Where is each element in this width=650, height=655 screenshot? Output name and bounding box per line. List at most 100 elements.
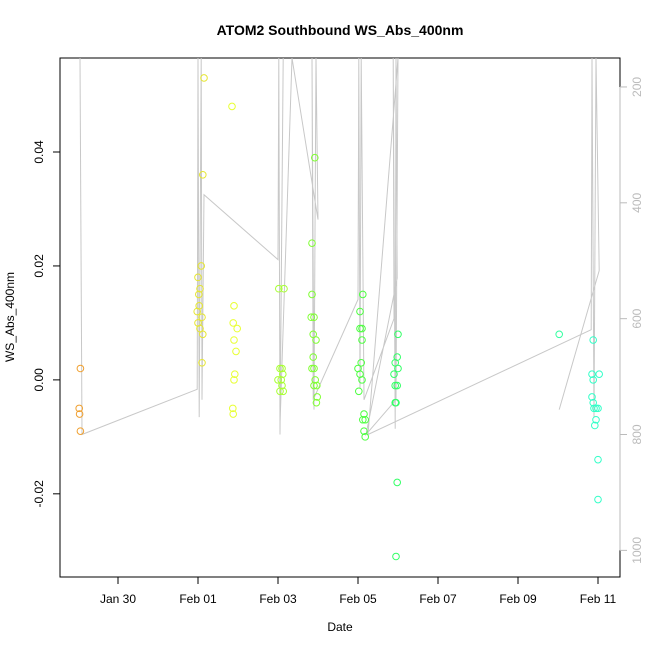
data-point	[199, 170, 207, 179]
x-tick-label: Jan 30	[100, 592, 136, 606]
data-point	[228, 102, 236, 111]
data-point	[594, 495, 602, 504]
y2-tick-label: 600	[630, 308, 644, 328]
data-point	[309, 353, 318, 361]
data-point	[392, 552, 400, 561]
data-point	[361, 433, 370, 441]
data-point	[358, 336, 366, 344]
data-point	[308, 290, 316, 299]
data-point	[229, 404, 237, 413]
data-point	[196, 284, 204, 293]
data-point	[588, 370, 596, 378]
data-point	[595, 370, 604, 378]
plot-area	[75, 58, 604, 561]
data-point	[356, 324, 364, 333]
data-point	[390, 370, 398, 378]
data-point	[361, 415, 370, 424]
data-point	[310, 313, 318, 322]
data-point	[312, 336, 320, 344]
data-point	[391, 381, 400, 390]
data-point	[279, 387, 288, 396]
data-point	[276, 387, 284, 396]
data-point	[313, 393, 322, 401]
data-point	[355, 387, 363, 396]
x-tick-label: Feb 11	[580, 592, 617, 606]
data-point	[394, 330, 402, 339]
data-point	[275, 284, 283, 293]
data-point	[358, 376, 366, 384]
data-point	[357, 358, 366, 367]
data-point	[230, 336, 238, 344]
data-point	[588, 393, 596, 401]
chart-title: ATOM2 Southbound WS_Abs_400nm	[217, 22, 464, 38]
data-point	[76, 364, 85, 373]
data-point	[229, 319, 237, 327]
data-point	[279, 370, 287, 378]
data-point	[359, 290, 367, 299]
data-point	[358, 324, 366, 333]
y-tick-label: 0.02	[32, 254, 46, 278]
data-point	[277, 376, 286, 384]
y2-tick-label: 1000	[630, 537, 644, 564]
data-point	[280, 284, 288, 293]
data-point	[392, 398, 400, 407]
y-axis-label: WS_Abs_400nm	[3, 272, 17, 362]
x-tick-label: Feb 07	[419, 592, 457, 606]
data-point	[274, 376, 282, 384]
data-point	[310, 381, 318, 390]
data-point	[312, 398, 321, 407]
data-point	[230, 302, 238, 310]
x-tick-label: Feb 01	[179, 592, 217, 606]
data-point	[313, 381, 321, 390]
data-point	[359, 415, 367, 424]
y-tick-label: 0.04	[32, 140, 46, 164]
data-point	[594, 404, 602, 413]
data-point	[76, 427, 85, 435]
data-point	[195, 290, 203, 299]
data-point	[311, 376, 320, 384]
data-point	[310, 364, 318, 373]
data-point	[193, 307, 201, 316]
data-point	[589, 336, 598, 344]
y2-tick-label: 200	[630, 77, 644, 97]
data-point	[308, 364, 316, 373]
data-point	[75, 410, 84, 418]
data-point	[590, 404, 598, 413]
data-point	[589, 376, 598, 384]
data-point	[199, 330, 207, 339]
data-point	[592, 415, 600, 424]
data-point	[393, 381, 402, 390]
data-point	[198, 313, 206, 322]
x-axis-label: Date	[327, 620, 353, 634]
data-point	[360, 410, 368, 418]
data-point	[308, 239, 316, 247]
data-point	[197, 262, 205, 270]
data-point	[311, 153, 319, 162]
y2-tick-label: 400	[630, 192, 644, 212]
data-point	[75, 404, 83, 413]
data-point	[594, 455, 602, 464]
x-tick-label: Feb 03	[259, 592, 297, 606]
data-point	[394, 364, 402, 373]
data-point	[229, 410, 237, 418]
x-tick-label: Feb 05	[339, 592, 377, 606]
data-point	[592, 404, 600, 413]
data-point	[198, 358, 206, 367]
data-point	[307, 313, 316, 322]
data-point	[393, 478, 402, 487]
data-point	[278, 364, 286, 373]
data-point	[356, 307, 364, 316]
y-tick-label: -0.02	[32, 480, 46, 508]
x-tick-label: Feb 09	[499, 592, 537, 606]
data-point	[555, 330, 564, 339]
y-tick-label: 0.00	[32, 368, 46, 392]
data-point	[591, 421, 599, 430]
data-point	[230, 376, 238, 384]
data-point	[360, 427, 368, 435]
y2-tick-label: 800	[630, 424, 644, 444]
data-point	[232, 347, 240, 356]
data-point	[233, 324, 241, 333]
data-point	[200, 74, 208, 82]
